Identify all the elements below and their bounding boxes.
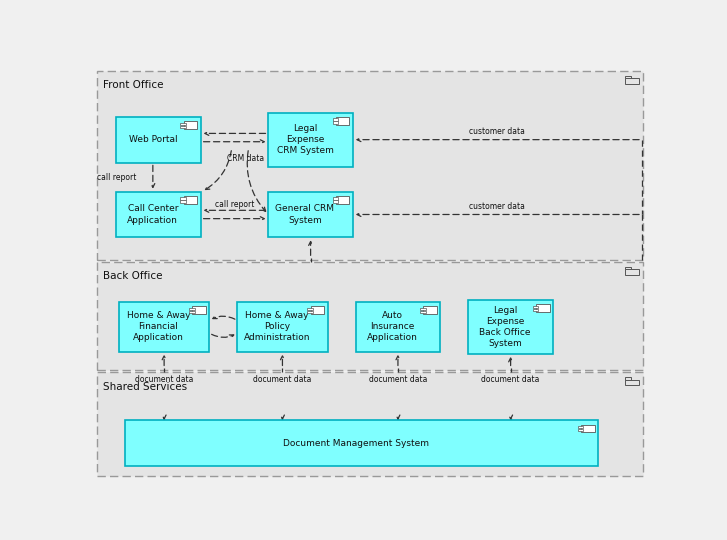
Text: Home & Away
Policy
Administration: Home & Away Policy Administration — [244, 311, 310, 342]
Bar — [180, 123, 186, 125]
FancyBboxPatch shape — [116, 192, 201, 238]
FancyBboxPatch shape — [119, 302, 209, 352]
Bar — [193, 306, 206, 314]
Text: document data: document data — [369, 375, 427, 383]
Bar — [336, 117, 350, 125]
Text: Document Management System: Document Management System — [283, 438, 429, 448]
Bar — [308, 310, 313, 313]
FancyBboxPatch shape — [97, 262, 643, 370]
FancyBboxPatch shape — [268, 113, 353, 167]
Text: Legal
Expense
CRM System: Legal Expense CRM System — [276, 124, 334, 155]
Bar — [581, 425, 595, 433]
Bar — [184, 122, 197, 129]
Text: call report: call report — [215, 200, 254, 209]
Bar — [332, 118, 338, 120]
FancyBboxPatch shape — [237, 302, 327, 352]
Bar — [336, 196, 350, 204]
Text: Shared Services: Shared Services — [103, 382, 188, 392]
FancyBboxPatch shape — [125, 420, 598, 466]
Bar — [184, 196, 197, 204]
Bar — [189, 310, 195, 313]
Text: document data: document data — [481, 375, 540, 383]
Text: Web Portal: Web Portal — [129, 135, 177, 144]
Text: Auto
Insurance
Application: Auto Insurance Application — [367, 311, 418, 342]
Text: Front Office: Front Office — [103, 80, 164, 90]
Bar — [180, 198, 186, 200]
Bar — [423, 306, 437, 314]
Bar — [533, 306, 538, 308]
Bar — [625, 269, 639, 275]
FancyBboxPatch shape — [268, 192, 353, 238]
FancyBboxPatch shape — [116, 117, 201, 163]
Bar — [578, 429, 583, 431]
Text: customer data: customer data — [470, 202, 526, 211]
Bar — [420, 308, 425, 310]
FancyBboxPatch shape — [97, 71, 643, 260]
Text: Home & Away
Financial
Application: Home & Away Financial Application — [126, 311, 190, 342]
Text: Call Center
Application: Call Center Application — [127, 205, 178, 225]
Bar — [332, 122, 338, 124]
Bar — [180, 200, 186, 202]
Bar — [332, 200, 338, 202]
Bar — [332, 198, 338, 200]
Text: Back Office: Back Office — [103, 272, 163, 281]
Bar — [625, 78, 639, 84]
Bar — [420, 310, 425, 313]
Bar — [310, 306, 324, 314]
Bar — [189, 308, 195, 310]
Text: Legal
Expense
Back Office
System: Legal Expense Back Office System — [479, 306, 531, 348]
FancyBboxPatch shape — [97, 373, 643, 476]
Text: CRM data: CRM data — [228, 154, 265, 163]
Text: document data: document data — [253, 375, 312, 383]
Text: call report: call report — [97, 173, 136, 181]
Bar — [625, 377, 631, 380]
Text: document data: document data — [135, 375, 193, 383]
Text: General CRM
System: General CRM System — [276, 205, 334, 225]
Bar — [536, 305, 550, 312]
Bar — [625, 380, 639, 385]
Bar — [180, 126, 186, 128]
Bar — [533, 308, 538, 310]
Text: customer data: customer data — [470, 127, 526, 136]
Bar — [578, 426, 583, 428]
FancyBboxPatch shape — [356, 302, 441, 352]
Bar — [308, 308, 313, 310]
Bar — [625, 76, 631, 78]
FancyBboxPatch shape — [468, 300, 553, 354]
Bar — [625, 267, 631, 269]
